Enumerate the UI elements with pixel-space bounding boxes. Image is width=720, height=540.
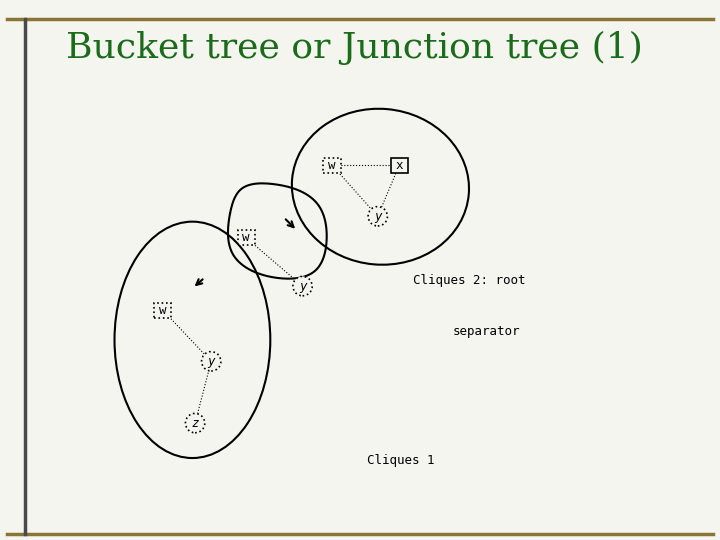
Text: y: y xyxy=(207,355,215,368)
Text: separator: separator xyxy=(453,325,521,338)
Circle shape xyxy=(293,276,312,296)
Circle shape xyxy=(202,352,221,371)
Text: Bucket tree or Junction tree (1): Bucket tree or Junction tree (1) xyxy=(66,31,643,65)
FancyBboxPatch shape xyxy=(323,158,341,173)
Text: x: x xyxy=(395,159,403,172)
FancyBboxPatch shape xyxy=(391,158,408,173)
Text: z: z xyxy=(192,416,199,430)
FancyBboxPatch shape xyxy=(238,231,255,245)
Text: y: y xyxy=(374,210,382,223)
Text: y: y xyxy=(299,280,306,293)
Text: w: w xyxy=(159,304,166,317)
Text: Cliques 1: Cliques 1 xyxy=(367,454,434,467)
Circle shape xyxy=(368,207,387,226)
FancyBboxPatch shape xyxy=(154,303,171,318)
Text: w: w xyxy=(243,231,250,244)
Text: Cliques 2: root: Cliques 2: root xyxy=(413,274,526,287)
Circle shape xyxy=(186,414,204,433)
Text: w: w xyxy=(328,159,336,172)
